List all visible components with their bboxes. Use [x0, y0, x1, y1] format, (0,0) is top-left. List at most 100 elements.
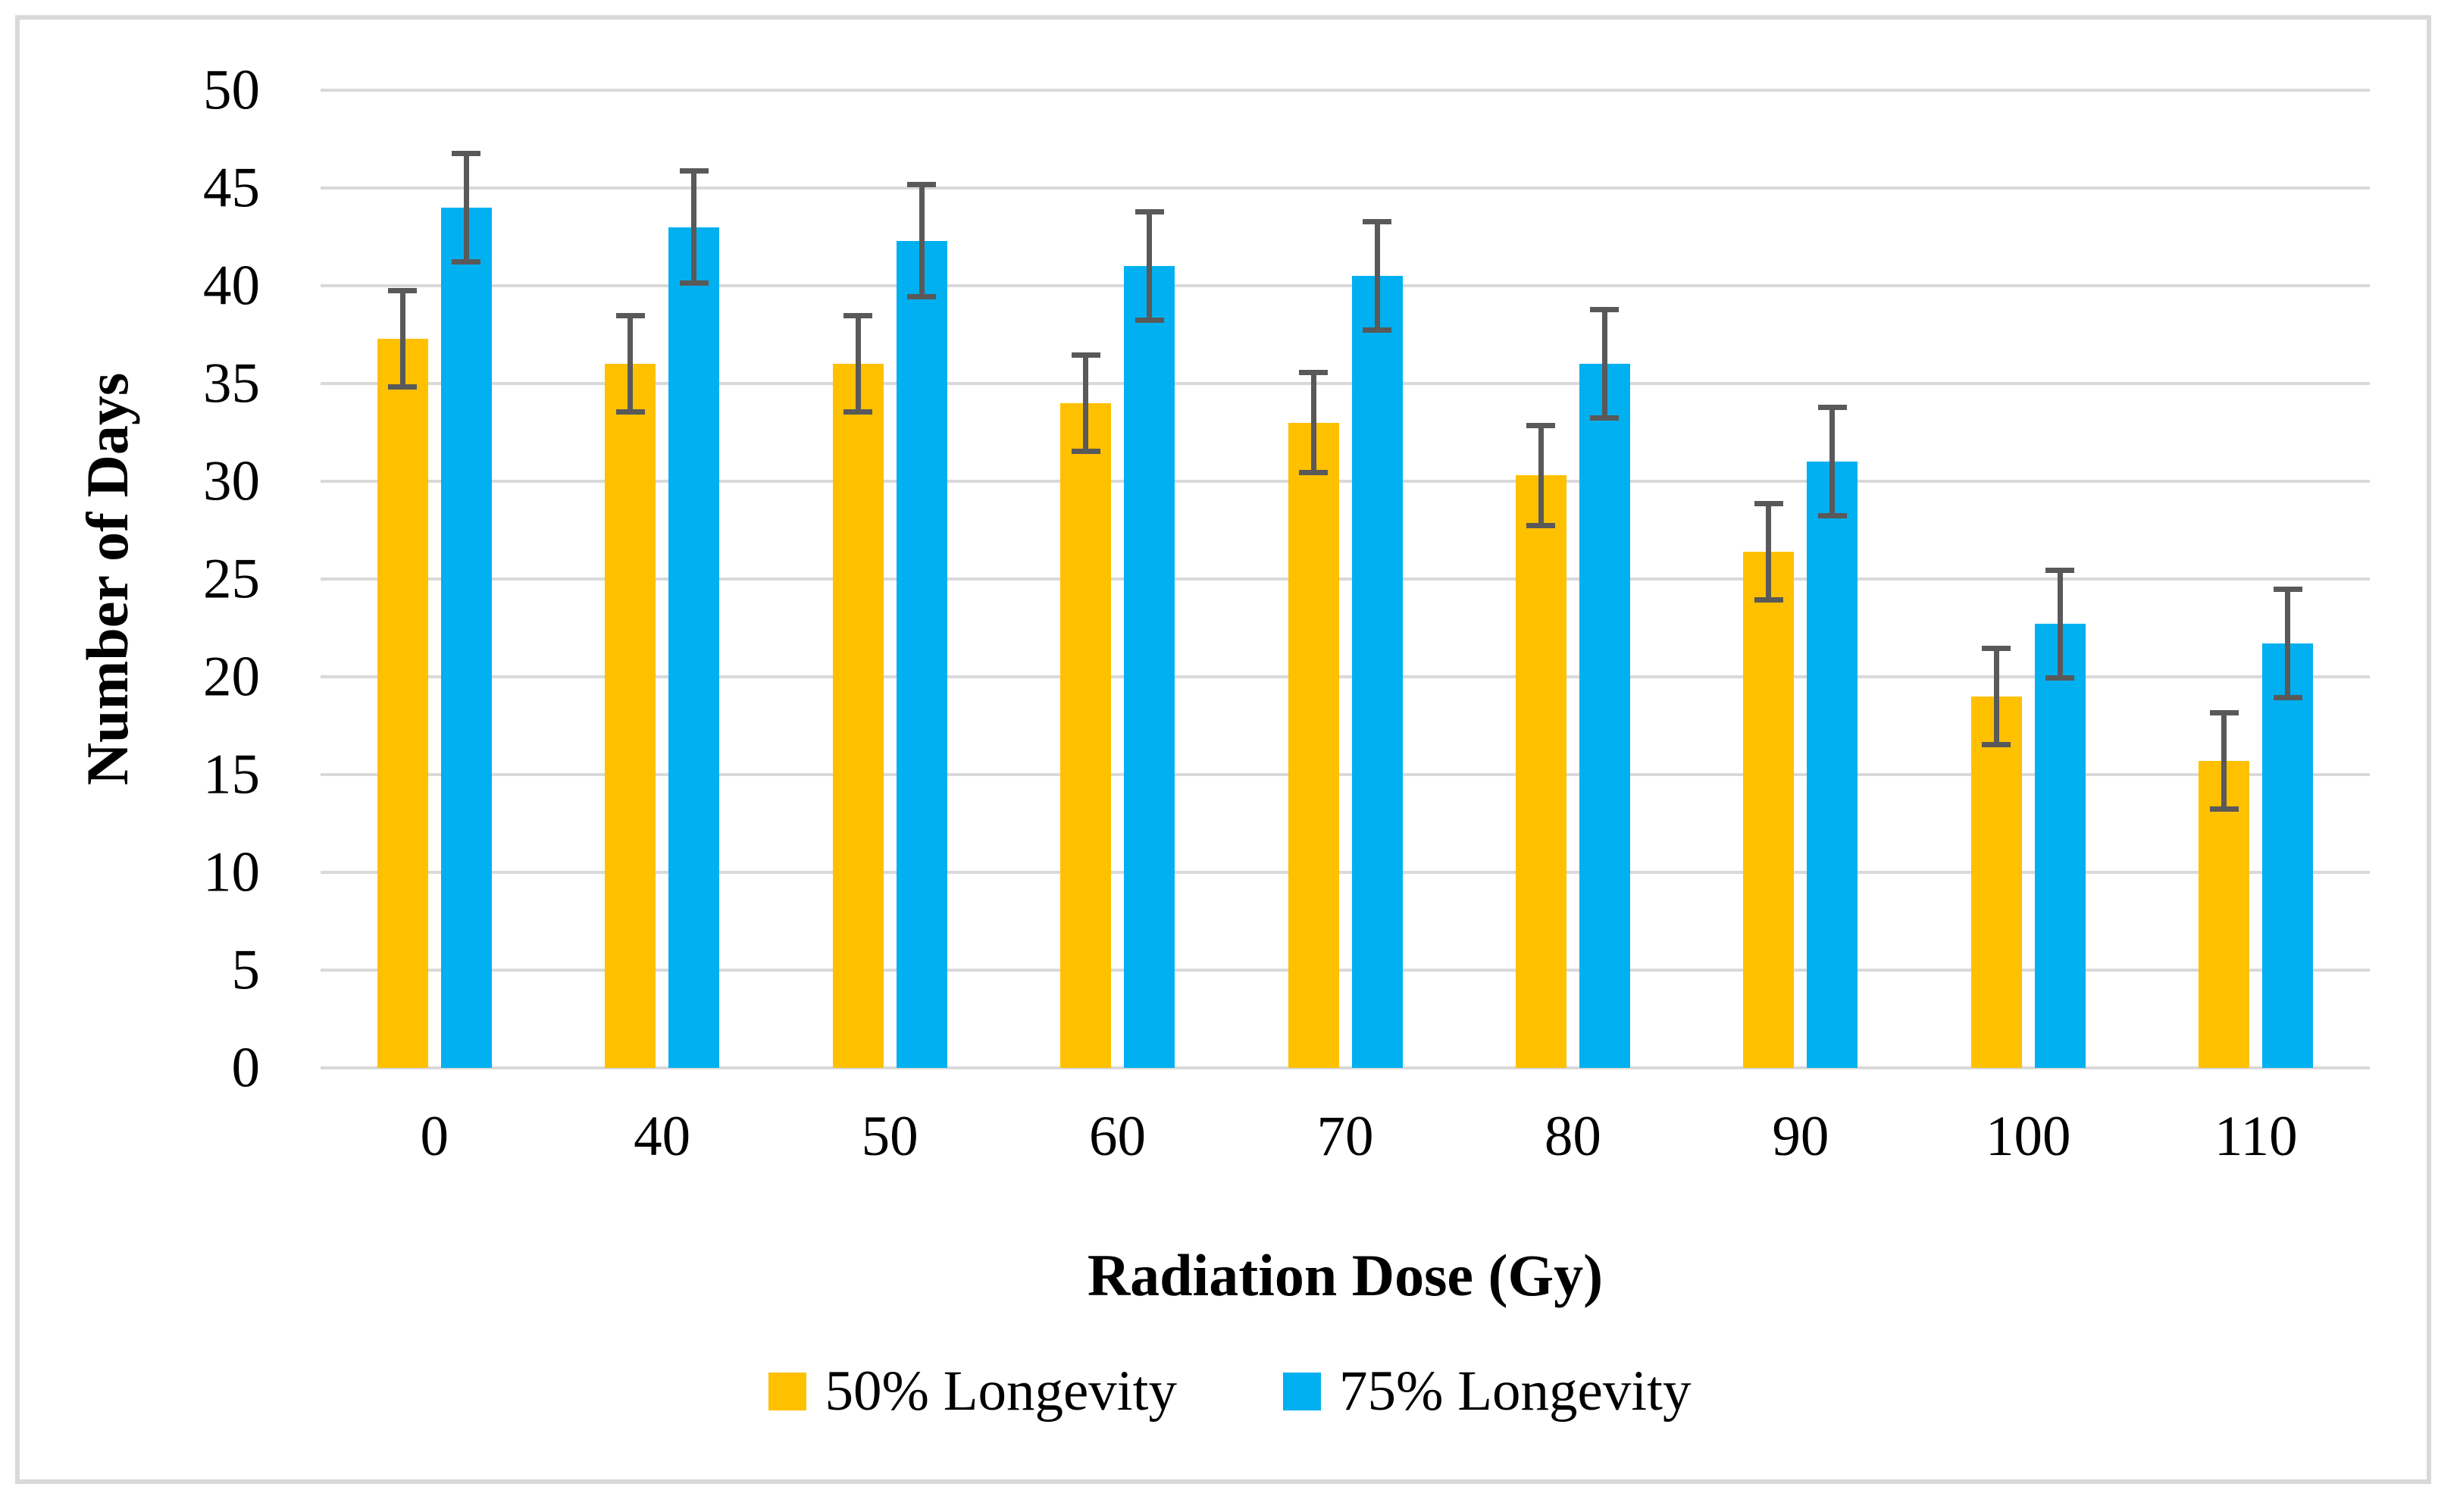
- error-bar-cap-bottom: [1363, 327, 1391, 333]
- error-bar-cap-top: [843, 313, 873, 319]
- error-bar-line: [2221, 709, 2227, 812]
- bar-50-longevity-dose-50: [832, 364, 884, 1068]
- error-bar-cap-bottom: [1135, 318, 1164, 324]
- legend-label: 75% Longevity: [1339, 1360, 1692, 1423]
- bar-75-longevity-dose-40: [668, 227, 720, 1068]
- gridline-35: [321, 382, 2370, 385]
- gridline-45: [321, 186, 2370, 189]
- error-bar-cap-bottom: [907, 294, 937, 300]
- legend-swatch: [768, 1372, 807, 1410]
- bar-50-longevity-dose-110: [2199, 760, 2250, 1068]
- plot-area: [321, 89, 2370, 1069]
- bar-75-longevity-dose-50: [896, 240, 947, 1068]
- error-bar-line: [1310, 369, 1316, 476]
- error-bar-cap-top: [2045, 567, 2075, 573]
- error-bar-cap-top: [388, 287, 418, 293]
- error-bar-cap-top: [1817, 405, 1847, 411]
- error-bar-cap-top: [907, 182, 937, 188]
- legend-label: 50% Longevity: [825, 1360, 1177, 1423]
- gridline-15: [321, 773, 2370, 776]
- gridline-20: [321, 675, 2370, 678]
- error-bar-cap-top: [615, 313, 645, 319]
- bar-50-longevity-dose-70: [1288, 422, 1339, 1068]
- x-axis-tick-labels: 0 40 50 60 70 80 90 100 110: [321, 1108, 2370, 1165]
- error-bar-line: [463, 150, 469, 265]
- bar-50-longevity-dose-100: [1970, 696, 2022, 1068]
- error-bar-line: [2057, 567, 2063, 681]
- error-bar-line: [855, 313, 861, 415]
- x-tick-label-100: 100: [1986, 1105, 2071, 1168]
- legend: 50% Longevity 75% Longevity: [0, 1363, 2460, 1420]
- bar-75-longevity-dose-70: [1351, 276, 1403, 1068]
- error-bar-cap-top: [1754, 500, 1783, 506]
- bar-50-longevity-dose-0: [377, 338, 428, 1068]
- y-tick-label-10: 10: [203, 841, 260, 904]
- error-bar-cap-bottom: [1071, 448, 1100, 454]
- x-tick-label-50: 50: [861, 1105, 919, 1168]
- error-bar-cap-bottom: [615, 409, 645, 415]
- x-tick-label-0: 0: [420, 1105, 449, 1168]
- error-bar-cap-bottom: [1754, 596, 1783, 603]
- x-tick-label-70: 70: [1316, 1105, 1374, 1168]
- y-tick-label-0: 0: [231, 1036, 261, 1100]
- bar-75-longevity-dose-60: [1124, 266, 1175, 1068]
- error-bar-cap-bottom: [2273, 694, 2302, 700]
- y-tick-label-50: 50: [203, 58, 260, 122]
- x-tick-label-80: 80: [1544, 1105, 1601, 1168]
- error-bar-line: [1601, 307, 1607, 421]
- error-bar-cap-top: [1526, 422, 1556, 428]
- y-tick-label-20: 20: [203, 645, 260, 709]
- bar-50-longevity-dose-60: [1060, 402, 1112, 1068]
- x-axis-title: Radiation Dose (Gy): [1087, 1242, 1604, 1308]
- bar-75-longevity-dose-0: [440, 207, 492, 1068]
- error-bar-line: [691, 168, 697, 286]
- y-tick-label-40: 40: [203, 254, 260, 318]
- legend-swatch: [1283, 1372, 1321, 1410]
- error-bar-line: [1538, 422, 1544, 528]
- y-tick-label-35: 35: [203, 352, 260, 415]
- error-bar-cap-bottom: [452, 258, 481, 265]
- error-bar-cap-bottom: [1299, 470, 1328, 476]
- bar-50-longevity-dose-40: [605, 364, 656, 1068]
- error-bar-line: [919, 182, 925, 300]
- bar-75-longevity-dose-110: [2262, 643, 2314, 1068]
- y-tick-label-30: 30: [203, 449, 260, 513]
- y-tick-label-45: 45: [203, 156, 260, 220]
- error-bar-cap-top: [1299, 369, 1328, 375]
- error-bar-line: [399, 287, 405, 390]
- x-tick-label-60: 60: [1089, 1105, 1147, 1168]
- error-bar-line: [1993, 645, 1999, 747]
- error-bar-line: [1147, 209, 1153, 323]
- error-bar-cap-bottom: [1817, 513, 1847, 519]
- error-bar-cap-bottom: [1526, 522, 1556, 528]
- error-bar-cap-bottom: [1590, 415, 1620, 421]
- error-bar-line: [1766, 500, 1772, 603]
- y-tick-label-25: 25: [203, 547, 260, 611]
- gridline-0: [321, 1066, 2370, 1069]
- bar-50-longevity-dose-80: [1515, 475, 1566, 1068]
- error-bar-cap-bottom: [2209, 806, 2239, 812]
- gridline-25: [321, 578, 2370, 581]
- error-bar-cap-top: [1135, 209, 1164, 215]
- gridline-50: [321, 89, 2370, 92]
- y-tick-label-15: 15: [203, 743, 260, 806]
- legend-item-50-longevity: 50% Longevity: [768, 1363, 1177, 1420]
- x-tick-label-110: 110: [2214, 1105, 2298, 1168]
- error-bar-cap-top: [2273, 587, 2302, 593]
- bar-75-longevity-dose-90: [1807, 462, 1858, 1068]
- error-bar-line: [1374, 219, 1380, 333]
- y-tick-label-5: 5: [231, 938, 261, 1002]
- error-bar-line: [1083, 352, 1089, 454]
- error-bar-cap-top: [1982, 645, 2011, 651]
- x-tick-label-90: 90: [1772, 1105, 1829, 1168]
- error-bar-cap-top: [452, 150, 481, 156]
- error-bar-cap-bottom: [1982, 741, 2011, 747]
- bar-75-longevity-dose-80: [1579, 364, 1630, 1068]
- error-bar-cap-bottom: [2045, 675, 2075, 681]
- gridline-40: [321, 284, 2370, 287]
- bar-75-longevity-dose-100: [2034, 624, 2086, 1068]
- error-bar-line: [1829, 405, 1836, 518]
- gridline-10: [321, 871, 2370, 874]
- error-bar-line: [2285, 587, 2291, 700]
- error-bar-cap-bottom: [843, 409, 873, 415]
